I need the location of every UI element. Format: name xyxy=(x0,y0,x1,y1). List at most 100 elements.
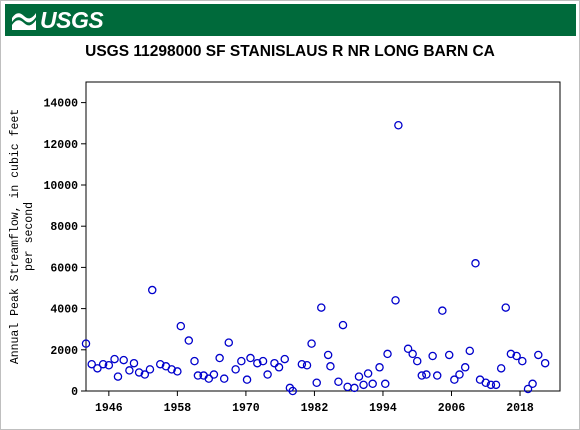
data-point xyxy=(209,370,219,379)
data-point xyxy=(528,379,537,389)
y-tick-label: 4000 xyxy=(50,304,78,317)
data-point xyxy=(125,366,134,375)
y-tick-label: 10000 xyxy=(43,180,78,193)
x-tick-label: 1946 xyxy=(95,402,123,415)
data-point xyxy=(147,285,157,295)
y-tick-label: 14000 xyxy=(43,98,78,111)
data-point xyxy=(432,371,442,380)
data-point xyxy=(496,364,506,373)
data-point xyxy=(326,362,335,371)
data-point xyxy=(280,354,289,364)
x-tick-label: 2006 xyxy=(438,402,466,415)
data-point xyxy=(113,372,123,381)
data-point xyxy=(134,368,144,377)
data-point xyxy=(193,371,203,380)
data-point xyxy=(391,296,400,305)
data-point xyxy=(288,386,297,396)
data-point xyxy=(258,356,268,366)
data-point xyxy=(81,339,91,348)
data-point xyxy=(403,344,413,354)
x-tick-label: 2018 xyxy=(506,402,534,415)
data-point xyxy=(224,338,234,347)
y-tick-label: 8000 xyxy=(50,221,78,234)
usgs-wave-icon xyxy=(12,13,36,30)
data-point xyxy=(129,358,139,368)
data-point xyxy=(368,379,377,389)
data-point xyxy=(334,377,343,386)
data-point xyxy=(471,259,480,268)
data-point xyxy=(219,374,229,383)
data-point xyxy=(231,365,240,374)
data-point xyxy=(383,349,392,359)
axis-ticks: 0 2000 4000 6000 8000 10000 12000 14000 1946 1958… xyxy=(43,98,533,415)
usgs-banner: USGS xyxy=(5,4,576,36)
data-point xyxy=(173,367,182,376)
plot-area xyxy=(85,81,561,392)
data-point xyxy=(246,353,255,363)
data-point xyxy=(167,365,176,374)
y-axis-label-line2: per second xyxy=(23,202,36,271)
data-point xyxy=(534,350,543,360)
y-tick-label: 0 xyxy=(71,386,78,399)
data-point xyxy=(237,356,246,366)
chart-title: USGS 11298000 SF STANISLAUS R NR LONG BA… xyxy=(85,43,495,60)
x-tick-label: 1994 xyxy=(369,402,397,415)
data-point xyxy=(412,356,422,366)
data-point xyxy=(242,375,252,384)
data-point xyxy=(512,351,521,361)
data-point xyxy=(119,355,128,365)
x-tick-label: 1958 xyxy=(164,402,192,415)
data-point xyxy=(460,363,470,372)
data-point xyxy=(323,350,333,360)
data-point xyxy=(190,356,199,366)
data-point xyxy=(87,359,96,369)
data-point xyxy=(204,374,214,383)
data-point xyxy=(317,303,326,312)
data-point xyxy=(455,370,464,379)
usgs-logo[interactable]: USGS xyxy=(11,7,104,33)
data-point xyxy=(104,360,114,370)
y-axis-label-line1: Annual Peak Streamflow, in cubic feet xyxy=(9,109,22,364)
data-point xyxy=(302,360,312,370)
data-point xyxy=(307,339,316,348)
usgs-logo-text: USGS xyxy=(40,7,104,33)
data-point xyxy=(145,365,155,374)
data-points xyxy=(81,121,550,396)
data-point xyxy=(312,378,321,388)
data-point xyxy=(428,351,437,361)
data-point xyxy=(350,383,359,393)
data-point xyxy=(354,372,364,381)
data-point xyxy=(253,358,262,368)
data-point xyxy=(444,350,454,360)
data-point xyxy=(297,359,307,369)
data-point xyxy=(422,370,431,379)
data-point xyxy=(98,359,108,369)
data-point xyxy=(155,359,165,369)
data-point xyxy=(359,380,368,390)
data-point xyxy=(375,363,384,372)
data-point xyxy=(93,364,102,373)
data-point xyxy=(501,303,510,312)
data-point xyxy=(274,363,284,372)
data-point xyxy=(438,306,447,315)
data-point xyxy=(450,375,459,384)
data-point xyxy=(263,370,272,379)
data-point xyxy=(176,321,186,331)
data-point xyxy=(338,320,348,330)
data-point xyxy=(417,371,427,380)
data-point xyxy=(184,336,194,345)
data-point xyxy=(523,384,533,394)
data-point xyxy=(506,349,516,359)
data-point xyxy=(270,358,279,368)
data-point xyxy=(486,380,496,390)
data-point xyxy=(491,380,501,390)
y-tick-label: 6000 xyxy=(50,262,78,275)
data-point xyxy=(215,353,224,363)
x-tick-label: 1982 xyxy=(301,402,329,415)
x-tick-label: 1970 xyxy=(232,402,260,415)
data-point xyxy=(110,354,119,364)
data-point xyxy=(380,379,390,389)
data-point xyxy=(394,121,403,130)
